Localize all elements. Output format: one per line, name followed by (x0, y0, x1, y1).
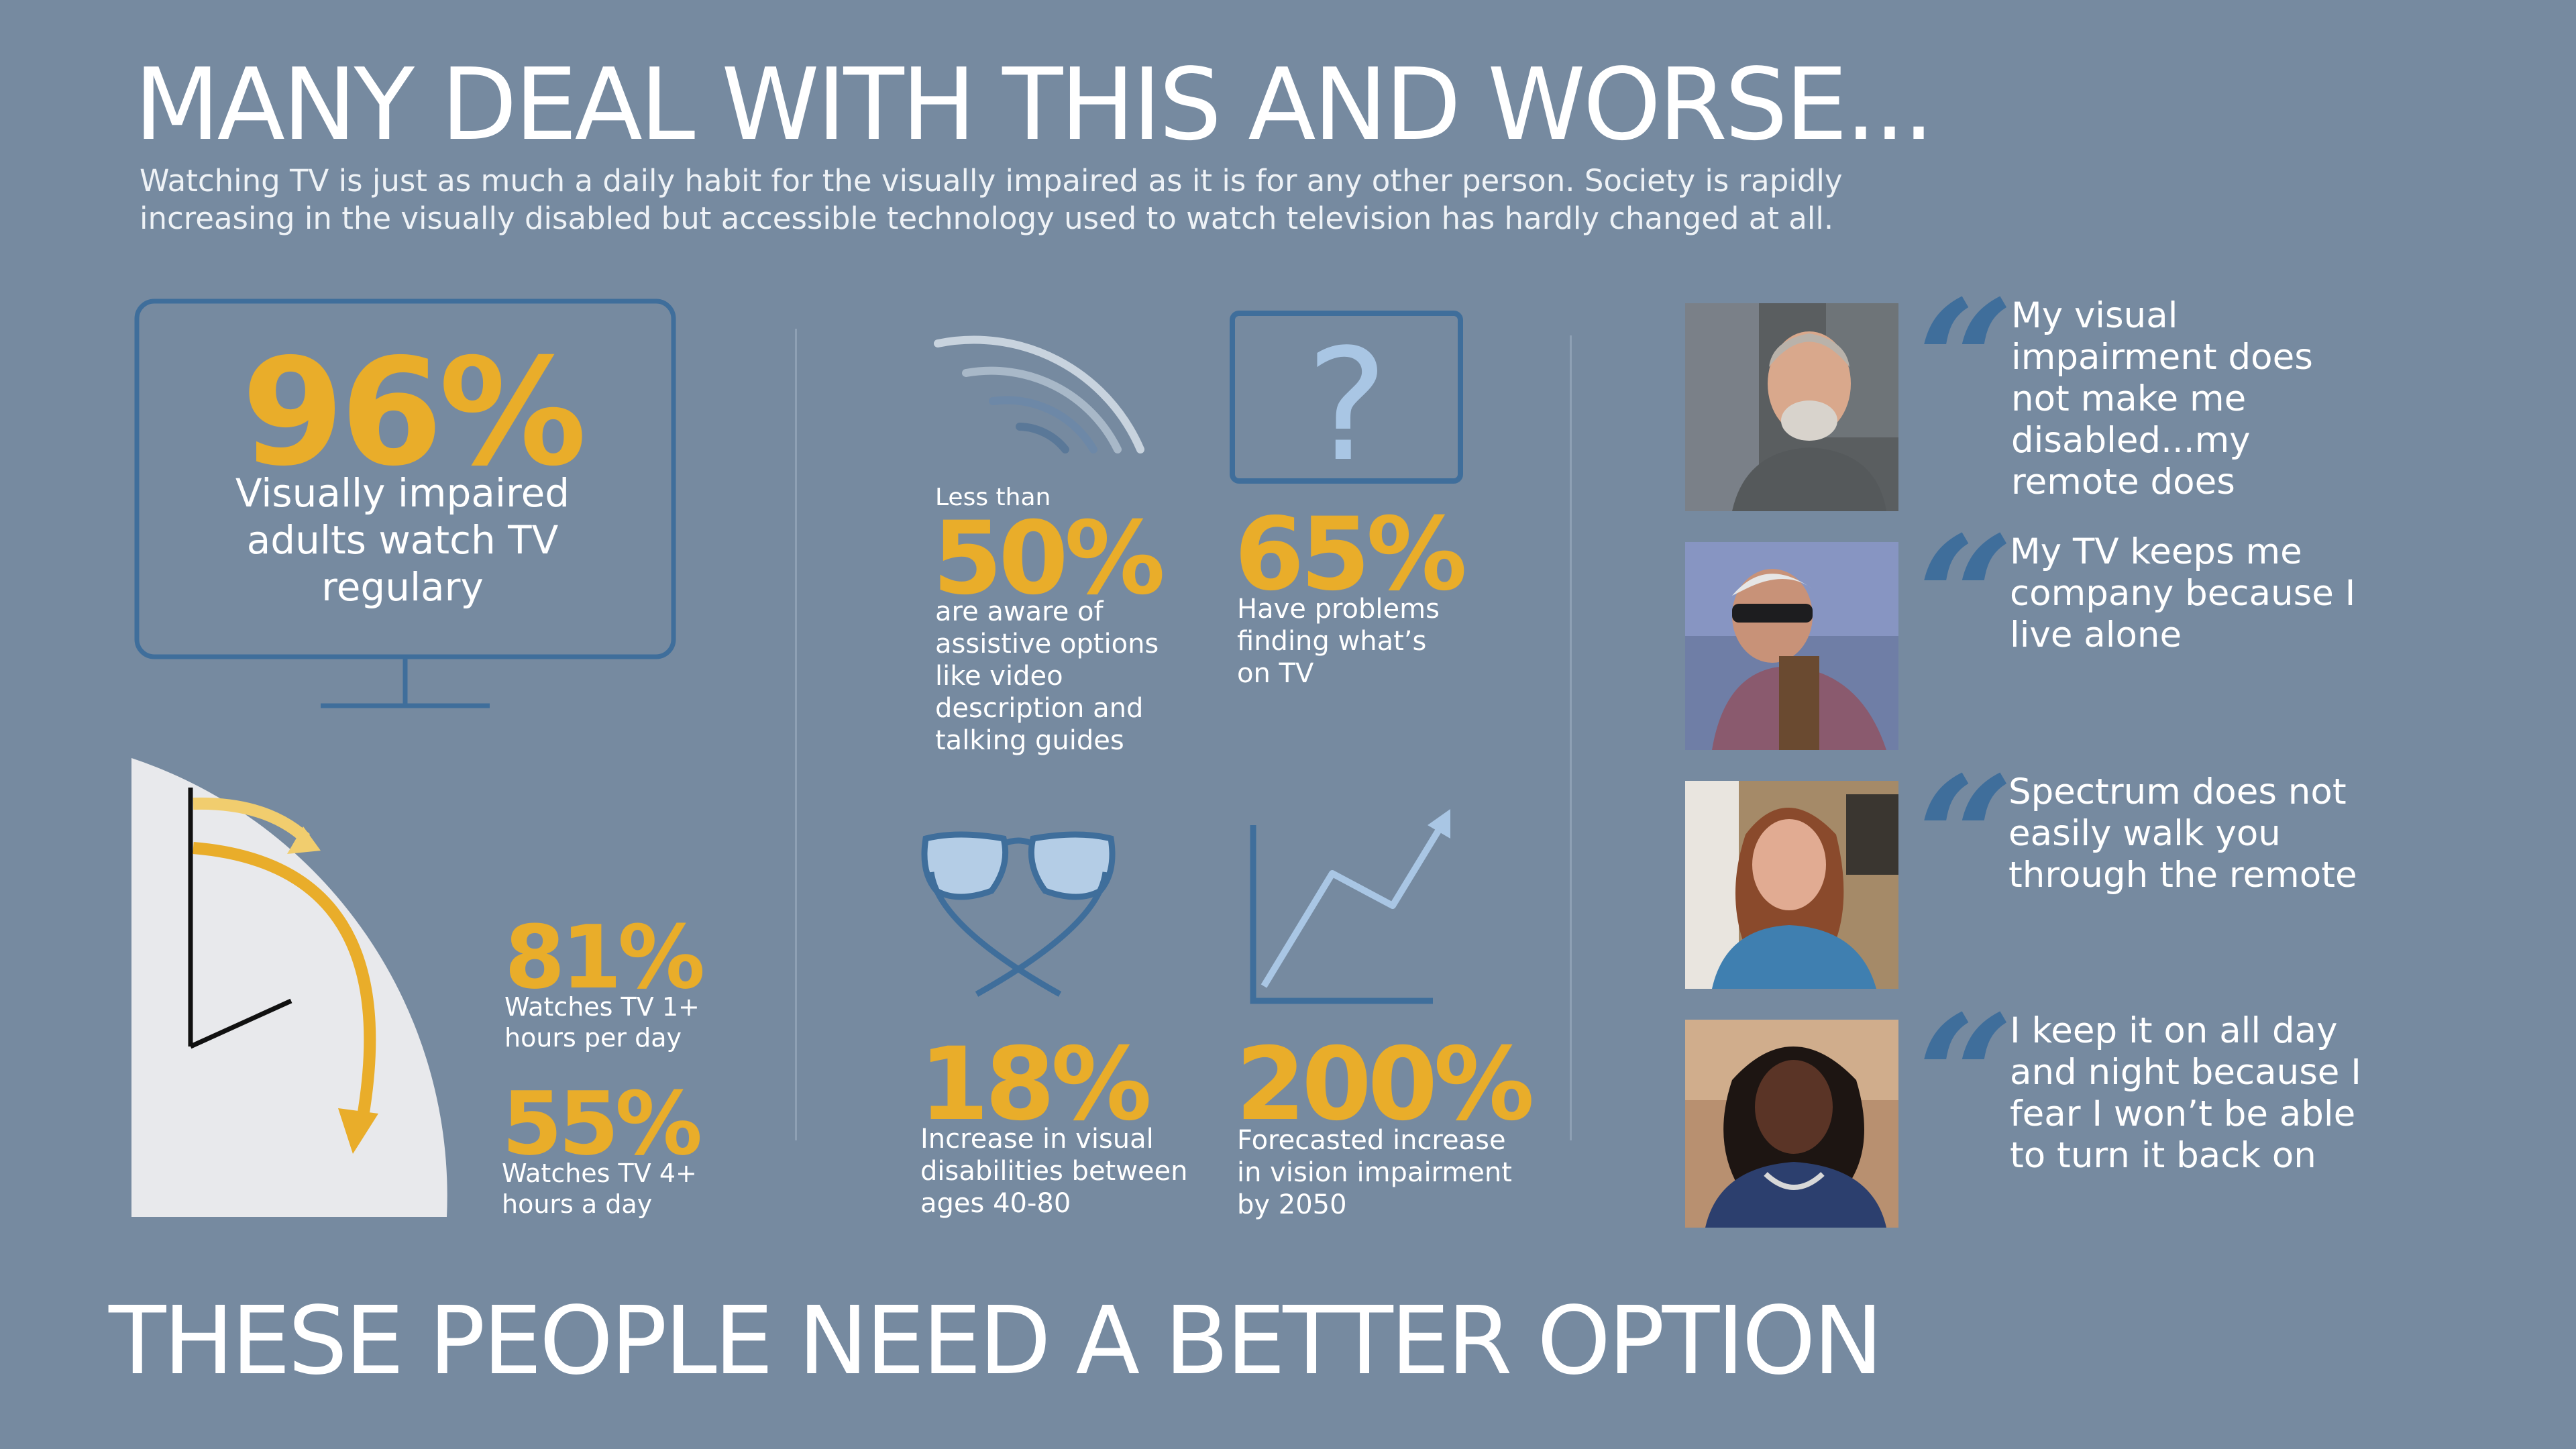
clock-stat-81-label-line-1: Watches TV 1+ (504, 992, 700, 1022)
page-title: MANY DEAL WITH THIS AND WORSE... (134, 47, 1935, 162)
question-screen-icon: ? (1230, 311, 1463, 486)
page-subtitle: Watching TV is just as much a daily habi… (140, 162, 1857, 237)
aware-stat-label: are aware of assistive options like vide… (935, 596, 1159, 756)
clock-stat-55-value: 55% (502, 1073, 702, 1175)
increase-stat-label: Increase in visual disabilities between … (920, 1124, 1188, 1219)
clock-stat-55-label: Watches TV 4+ hours a day (502, 1158, 697, 1220)
portrait-photo-1 (1685, 303, 1898, 511)
clock-stat-55-label-line-2: hours a day (502, 1189, 653, 1219)
quote-text-2: My TV keeps me company because I live al… (2010, 531, 2356, 655)
portrait-photo-4 (1685, 1020, 1898, 1228)
quote-mark-icon: “ (1917, 263, 2014, 460)
forecast-stat-value: 200% (1236, 1026, 1534, 1143)
divider-right (1570, 335, 1572, 1140)
increase-stat-value: 18% (919, 1026, 1152, 1143)
quote-mark-icon: “ (1917, 739, 2014, 936)
subtitle-line-1: Watching TV is just as much a daily habi… (140, 163, 1843, 199)
quote-text-4: I keep it on all day and night because I… (2010, 1010, 2361, 1176)
quote-mark-icon: “ (1917, 499, 2014, 696)
portrait-photo-2 (1685, 542, 1898, 750)
clock-stat-81-value: 81% (504, 906, 705, 1008)
tv-icon (134, 299, 676, 708)
quote-text-3: Spectrum does not easily walk you throug… (2008, 771, 2357, 896)
quote-mark-icon: “ (1917, 978, 2014, 1175)
tv-stat-value: 96% (241, 327, 587, 498)
clock-stat-81-label: Watches TV 1+ hours per day (504, 991, 700, 1053)
aware-stat-value: 50% (932, 500, 1165, 617)
quote-text-1: My visual impairment does not make me di… (2011, 295, 2313, 502)
portrait-photo-3 (1685, 781, 1898, 989)
divider-left (795, 329, 797, 1140)
footer-call-to-action: THESE PEOPLE NEED A BETTER OPTION (109, 1287, 1883, 1396)
signal-waves-icon (934, 335, 1144, 453)
clock-stat-81-label-line-2: hours per day (504, 1023, 682, 1053)
finding-stat-label: Have problems finding what’s on TV (1237, 594, 1440, 689)
line-chart-icon (1250, 809, 1450, 1004)
tv-stat-label: Visually impaired adults watch TV regula… (235, 470, 570, 610)
clock-icon (131, 758, 447, 1217)
finding-stat-value: 65% (1234, 496, 1467, 613)
forecast-stat-label: Forecasted increase in vision impairment… (1237, 1125, 1512, 1220)
subtitle-line-2: increasing in the visually disabled but … (140, 201, 1834, 236)
clock-stat-55-label-line-1: Watches TV 4+ (502, 1159, 697, 1188)
question-glyph: ? (1306, 317, 1388, 486)
glasses-icon (921, 831, 1116, 997)
aware-stat-prefix: Less than (935, 484, 1051, 511)
